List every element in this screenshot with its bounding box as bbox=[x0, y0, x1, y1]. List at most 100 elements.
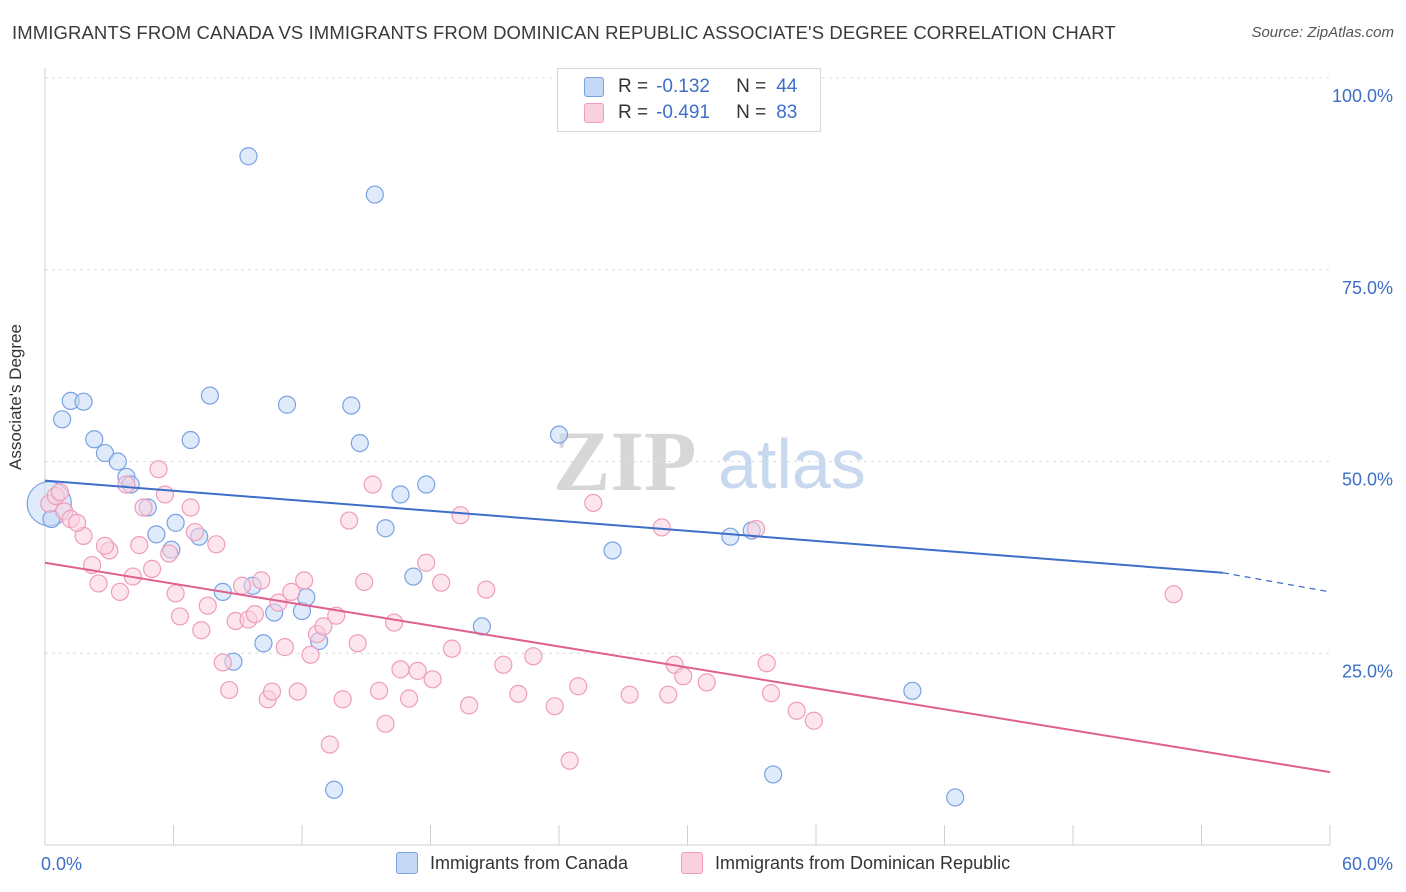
data-point bbox=[166, 584, 185, 603]
data-point bbox=[757, 654, 776, 673]
data-point bbox=[333, 690, 352, 709]
data-point bbox=[85, 430, 104, 449]
data-point bbox=[376, 714, 395, 733]
data-point bbox=[746, 519, 766, 539]
data-point bbox=[603, 541, 622, 560]
data-point bbox=[417, 475, 436, 494]
data-point bbox=[620, 685, 639, 704]
data-point bbox=[423, 670, 442, 689]
data-point bbox=[408, 661, 427, 680]
data-point bbox=[282, 582, 301, 601]
data-point bbox=[697, 673, 716, 692]
trend-line-extension bbox=[1222, 572, 1331, 593]
y-tick-label: 100.0% bbox=[1332, 86, 1393, 106]
data-point bbox=[198, 596, 217, 615]
legend-n-value: 83 bbox=[776, 102, 798, 123]
data-point bbox=[95, 443, 115, 463]
legend-swatch-canada bbox=[396, 852, 418, 874]
data-point bbox=[342, 396, 361, 415]
data-point bbox=[110, 582, 130, 601]
data-point bbox=[376, 519, 395, 538]
legend-r-label: R = bbox=[618, 76, 649, 97]
data-point bbox=[160, 544, 179, 563]
data-point bbox=[239, 147, 258, 166]
data-point bbox=[108, 452, 127, 471]
data-point bbox=[254, 634, 273, 653]
data-point bbox=[220, 680, 239, 700]
legend-swatch-dominican bbox=[681, 852, 703, 874]
legend-label-dominican: Immigrants from Dominican Republic bbox=[715, 852, 1011, 873]
data-point bbox=[134, 498, 153, 517]
data-point bbox=[391, 660, 410, 679]
data-point bbox=[370, 681, 389, 700]
data-point bbox=[417, 553, 436, 572]
data-point bbox=[569, 677, 588, 696]
data-point bbox=[903, 681, 922, 700]
data-point bbox=[213, 653, 232, 672]
data-point bbox=[442, 639, 462, 658]
data-point bbox=[764, 765, 783, 784]
data-point bbox=[295, 571, 314, 590]
data-point bbox=[192, 621, 211, 640]
y-tick-label: 75.0% bbox=[1342, 278, 1393, 298]
data-point bbox=[477, 580, 496, 599]
data-point bbox=[147, 525, 166, 544]
data-point bbox=[524, 647, 543, 666]
source-label: Source: ZipAtlas.com bbox=[1251, 24, 1394, 41]
zipatlas-watermark: ZIP atlas bbox=[553, 413, 866, 509]
data-point bbox=[432, 573, 451, 592]
y-axis-label: Associate's Degree bbox=[6, 324, 25, 470]
data-point bbox=[68, 513, 87, 532]
data-point bbox=[95, 536, 115, 555]
data-point bbox=[166, 513, 185, 532]
data-point bbox=[399, 689, 419, 708]
tick-labels: 25.0% 50.0% 75.0% 100.0% 0.0% 60.0% bbox=[41, 86, 1393, 874]
data-point bbox=[946, 788, 965, 807]
legend-label-canada: Immigrants from Canada bbox=[430, 852, 629, 873]
x-tick-label-right: 60.0% bbox=[1342, 854, 1393, 874]
data-point bbox=[301, 645, 320, 664]
data-point bbox=[459, 696, 479, 715]
axes bbox=[44, 68, 1331, 846]
data-point bbox=[584, 493, 603, 513]
y-tick-label: 25.0% bbox=[1342, 661, 1393, 681]
legend-n-label: N = bbox=[736, 76, 767, 97]
data-point bbox=[1164, 585, 1183, 604]
data-point bbox=[325, 780, 344, 799]
legend-r-value: -0.491 bbox=[656, 102, 710, 123]
series-legend: Immigrants from Canada Immigrants from D… bbox=[0, 852, 1406, 878]
legend-swatch-canada bbox=[584, 77, 604, 97]
data-point bbox=[50, 483, 70, 502]
legend-n-label: N = bbox=[736, 102, 767, 123]
data-point bbox=[549, 425, 569, 444]
data-point bbox=[181, 430, 200, 450]
data-point bbox=[181, 498, 200, 517]
correlation-legend: R = -0.132 N = 44 R = -0.491 N = 83 bbox=[557, 68, 821, 132]
data-point bbox=[384, 613, 404, 632]
trend-line bbox=[44, 561, 1331, 774]
data-point bbox=[391, 485, 410, 504]
data-point bbox=[252, 571, 271, 590]
data-point bbox=[804, 711, 823, 730]
data-point bbox=[74, 392, 93, 411]
legend-item-dominican: Immigrants from Dominican Republic bbox=[681, 852, 1010, 874]
data-point bbox=[155, 485, 175, 504]
legend-r-label: R = bbox=[618, 102, 649, 123]
data-point bbox=[674, 667, 693, 686]
data-point bbox=[288, 682, 307, 701]
watermark-atlas: atlas bbox=[718, 425, 866, 503]
data-point bbox=[232, 576, 252, 595]
data-point bbox=[117, 475, 136, 494]
legend-r-value: -0.132 bbox=[656, 76, 710, 97]
data-point bbox=[545, 697, 564, 716]
data-point bbox=[365, 185, 384, 204]
data-point bbox=[149, 460, 168, 479]
data-point bbox=[350, 433, 369, 453]
data-point bbox=[721, 527, 740, 546]
data-point bbox=[348, 634, 367, 653]
data-point bbox=[245, 605, 264, 624]
data-point bbox=[787, 701, 806, 720]
data-point bbox=[130, 536, 149, 555]
data-point bbox=[404, 567, 423, 586]
legend-row-canada: R = -0.132 N = 44 bbox=[584, 75, 797, 99]
